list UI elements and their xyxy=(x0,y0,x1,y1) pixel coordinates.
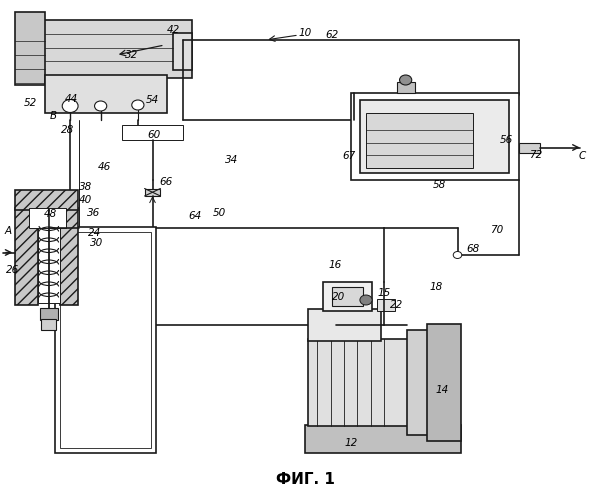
Text: 30: 30 xyxy=(90,238,103,248)
Bar xyxy=(173,32,192,70)
Text: 26: 26 xyxy=(5,265,19,275)
Text: 52: 52 xyxy=(24,98,37,108)
Text: 22: 22 xyxy=(390,300,403,310)
Bar xyxy=(518,142,540,152)
Text: 50: 50 xyxy=(213,208,226,218)
Text: 12: 12 xyxy=(344,438,357,448)
Bar xyxy=(396,82,415,92)
Bar xyxy=(41,319,56,330)
Text: 44: 44 xyxy=(65,94,78,104)
Text: 38: 38 xyxy=(79,182,92,192)
Circle shape xyxy=(95,101,107,111)
Text: 58: 58 xyxy=(432,180,446,190)
Circle shape xyxy=(132,100,144,110)
Bar xyxy=(407,330,444,435)
Bar xyxy=(377,298,395,311)
Bar xyxy=(15,190,78,210)
Bar xyxy=(38,210,60,302)
Bar xyxy=(60,208,78,305)
Bar xyxy=(366,112,473,168)
Bar xyxy=(145,188,160,196)
Text: 72: 72 xyxy=(529,150,542,160)
Bar xyxy=(308,338,409,426)
Text: 70: 70 xyxy=(490,225,504,235)
Bar xyxy=(360,100,509,172)
Bar xyxy=(332,287,363,306)
Circle shape xyxy=(360,295,372,305)
Text: B: B xyxy=(50,111,57,121)
Text: 15: 15 xyxy=(378,288,391,298)
Bar xyxy=(60,232,151,448)
Text: 32: 32 xyxy=(124,50,138,60)
Text: ФИГ. 1: ФИГ. 1 xyxy=(276,472,334,488)
Text: 68: 68 xyxy=(466,244,479,254)
Text: 48: 48 xyxy=(43,209,57,219)
Bar xyxy=(55,228,156,452)
Text: 42: 42 xyxy=(167,25,181,35)
Text: 67: 67 xyxy=(342,151,356,161)
Bar xyxy=(351,92,518,180)
Text: 28: 28 xyxy=(60,125,74,135)
Circle shape xyxy=(453,252,462,258)
Text: C: C xyxy=(579,151,586,161)
Text: 60: 60 xyxy=(147,130,160,140)
Text: 36: 36 xyxy=(87,208,100,218)
Text: 10: 10 xyxy=(298,28,312,38)
Text: 64: 64 xyxy=(188,211,202,221)
Bar xyxy=(305,425,461,452)
Text: 18: 18 xyxy=(429,282,443,292)
Text: 24: 24 xyxy=(88,228,101,237)
Circle shape xyxy=(62,100,78,112)
Text: 66: 66 xyxy=(159,177,173,187)
Text: 54: 54 xyxy=(146,95,159,105)
Bar xyxy=(45,75,167,112)
Text: 20: 20 xyxy=(332,292,345,302)
Bar xyxy=(15,12,45,85)
Bar xyxy=(323,282,372,311)
Circle shape xyxy=(400,75,412,85)
Text: 62: 62 xyxy=(326,30,339,40)
Bar xyxy=(43,20,192,78)
Text: 46: 46 xyxy=(98,162,112,172)
Bar xyxy=(15,208,38,305)
Text: 34: 34 xyxy=(225,155,239,165)
Bar xyxy=(308,308,381,341)
Bar xyxy=(29,208,66,228)
Text: A: A xyxy=(5,226,12,236)
Bar xyxy=(122,125,183,140)
Bar xyxy=(40,308,58,320)
Bar xyxy=(427,324,461,441)
Text: 16: 16 xyxy=(329,260,342,270)
Text: 14: 14 xyxy=(436,385,449,395)
Text: 40: 40 xyxy=(79,195,92,205)
Text: 56: 56 xyxy=(500,135,513,145)
